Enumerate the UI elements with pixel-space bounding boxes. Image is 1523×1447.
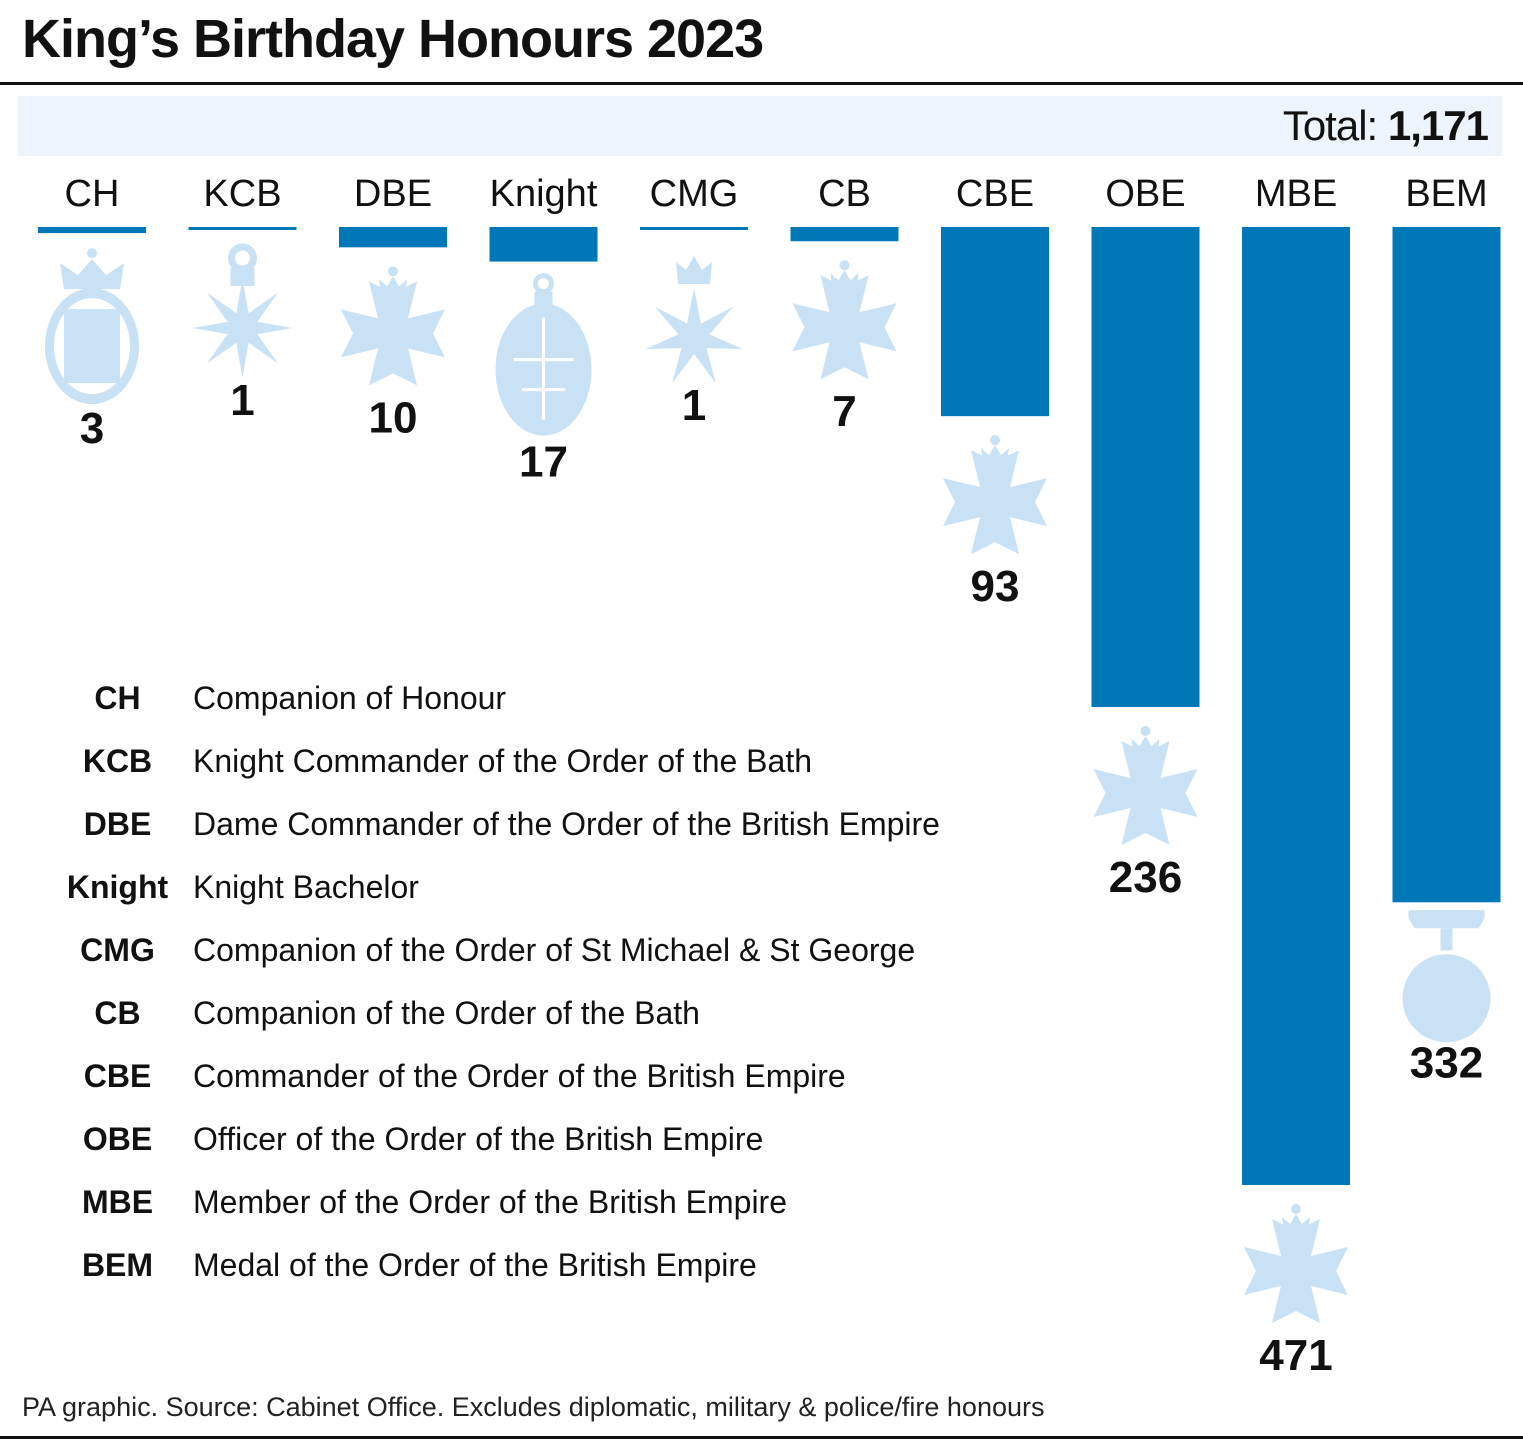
- value-label: 93: [971, 562, 1020, 611]
- top-rule: [0, 82, 1523, 85]
- ring: [533, 273, 554, 295]
- category-label: CB: [818, 173, 871, 215]
- crown: [676, 256, 712, 284]
- cross-patonce-icon: [1244, 1204, 1348, 1323]
- bar-dbe: [339, 227, 447, 248]
- legend-abbr: CMG: [80, 932, 155, 968]
- category-label: BEM: [1405, 173, 1487, 215]
- cmg-star-icon: [645, 256, 743, 383]
- bar-ch: [38, 227, 146, 234]
- suspender: [1440, 928, 1453, 951]
- value-label: 10: [369, 393, 418, 442]
- kcb-star-icon: [192, 243, 293, 378]
- legend-description: Officer of the Order of the British Empi…: [193, 1121, 764, 1157]
- category-label: CH: [65, 173, 120, 215]
- value-label: 332: [1410, 1038, 1483, 1087]
- ch-badge-icon: [45, 248, 139, 405]
- category-label: CMG: [650, 173, 739, 215]
- legend-description: Dame Commander of the Order of the Briti…: [193, 806, 940, 842]
- cross-crown-body: [379, 276, 407, 294]
- bar-bem: [1392, 227, 1501, 903]
- cross-patonce-shape: [1093, 741, 1198, 846]
- chart-title: King’s Birthday Honours 2023: [22, 9, 764, 69]
- bar-kcb: [188, 227, 297, 230]
- cross-crown-body: [830, 270, 859, 288]
- legend-description: Companion of the Order of the Bath: [193, 995, 700, 1031]
- bar-obe: [1091, 227, 1200, 708]
- cross-patonce-icon: [1093, 726, 1198, 846]
- legend-abbr: Knight: [66, 869, 169, 905]
- cross-crown-icon: [388, 266, 398, 277]
- value-label: 1: [230, 376, 254, 425]
- category-label: Knight: [490, 173, 598, 215]
- legend-description: Companion of the Order of St Michael & S…: [193, 932, 916, 968]
- bar-cbe: [941, 227, 1049, 417]
- cross-crown-icon: [1140, 726, 1151, 737]
- cross-crown-body: [981, 445, 1009, 463]
- cross-patonce-shape: [792, 275, 897, 380]
- cross-patonce-icon: [341, 266, 445, 386]
- cross-crown-body: [1131, 736, 1160, 754]
- legend-abbr: CH: [94, 680, 141, 716]
- legend-abbr: BEM: [81, 1247, 154, 1283]
- legend-description: Knight Commander of the Order of the Bat…: [193, 743, 812, 779]
- crown: [230, 268, 255, 286]
- legend-abbr: CBE: [83, 1058, 152, 1094]
- sword-motif: [513, 317, 574, 420]
- star-shape: [645, 288, 743, 383]
- cross-patonce-shape: [943, 450, 1047, 555]
- star-shape: [192, 278, 293, 378]
- bar-cmg: [640, 227, 748, 230]
- cross-crown-icon: [990, 435, 1000, 446]
- legend-description: Knight Bachelor: [193, 869, 419, 905]
- crown: [60, 259, 124, 290]
- ring: [228, 243, 257, 273]
- cross-patonce-icon: [792, 260, 897, 380]
- cross-crown-body: [1282, 1214, 1310, 1231]
- footer-source: PA graphic. Source: Cabinet Office. Excl…: [22, 1392, 1045, 1422]
- value-label: 7: [832, 387, 856, 436]
- honours-bar-chart: CH 3 KCB 1 DBE 10 Knight 17 CMG 1 CB 7 CBE 93 OBE 236 MB…: [38, 173, 1501, 1380]
- bar-knight: [489, 227, 598, 262]
- total-readout: Total: 1,171: [1282, 102, 1489, 150]
- bar-mbe: [1242, 227, 1350, 1185]
- cross-crown-icon: [839, 260, 850, 271]
- cross-patonce-shape: [341, 281, 445, 386]
- legend-description: Medal of the Order of the British Empire: [193, 1247, 757, 1283]
- bar-clasp: [1408, 910, 1485, 929]
- panel: [64, 309, 120, 384]
- ring: [87, 248, 97, 259]
- category-label: MBE: [1255, 173, 1337, 215]
- category-label: CBE: [956, 173, 1034, 215]
- clasp: [534, 291, 553, 306]
- value-label: 1: [682, 381, 706, 430]
- legend-description: Commander of the Order of the British Em…: [193, 1058, 846, 1094]
- legend-abbr: DBE: [83, 806, 152, 842]
- value-label: 17: [519, 438, 568, 487]
- value-label: 236: [1109, 853, 1182, 902]
- round-medal-icon: [1402, 910, 1491, 1043]
- category-label: KCB: [203, 173, 281, 215]
- cross-patonce-icon: [943, 435, 1047, 555]
- legend-description: Companion of Honour: [193, 680, 507, 716]
- value-label: 3: [80, 404, 104, 453]
- legend-description: Member of the Order of the British Empir…: [193, 1184, 787, 1220]
- cross-patonce-shape: [1244, 1219, 1348, 1323]
- bottom-rule: [0, 1436, 1523, 1439]
- knight-oval-badge-icon: [495, 273, 592, 436]
- cross-crown-icon: [1291, 1204, 1301, 1214]
- total-band: Total: 1,171: [18, 96, 1502, 156]
- legend-abbr: MBE: [81, 1184, 154, 1220]
- legend-abbr: CB: [94, 995, 141, 1031]
- total-label: Total:: [1282, 102, 1378, 149]
- bar-cb: [790, 227, 899, 242]
- legend-abbr: KCB: [82, 743, 153, 779]
- total-value: 1,171: [1387, 102, 1489, 149]
- disc: [1402, 954, 1491, 1043]
- legend-abbr: OBE: [82, 1121, 153, 1157]
- value-label: 471: [1259, 1331, 1332, 1380]
- category-label: DBE: [354, 173, 432, 215]
- category-label: OBE: [1105, 173, 1185, 215]
